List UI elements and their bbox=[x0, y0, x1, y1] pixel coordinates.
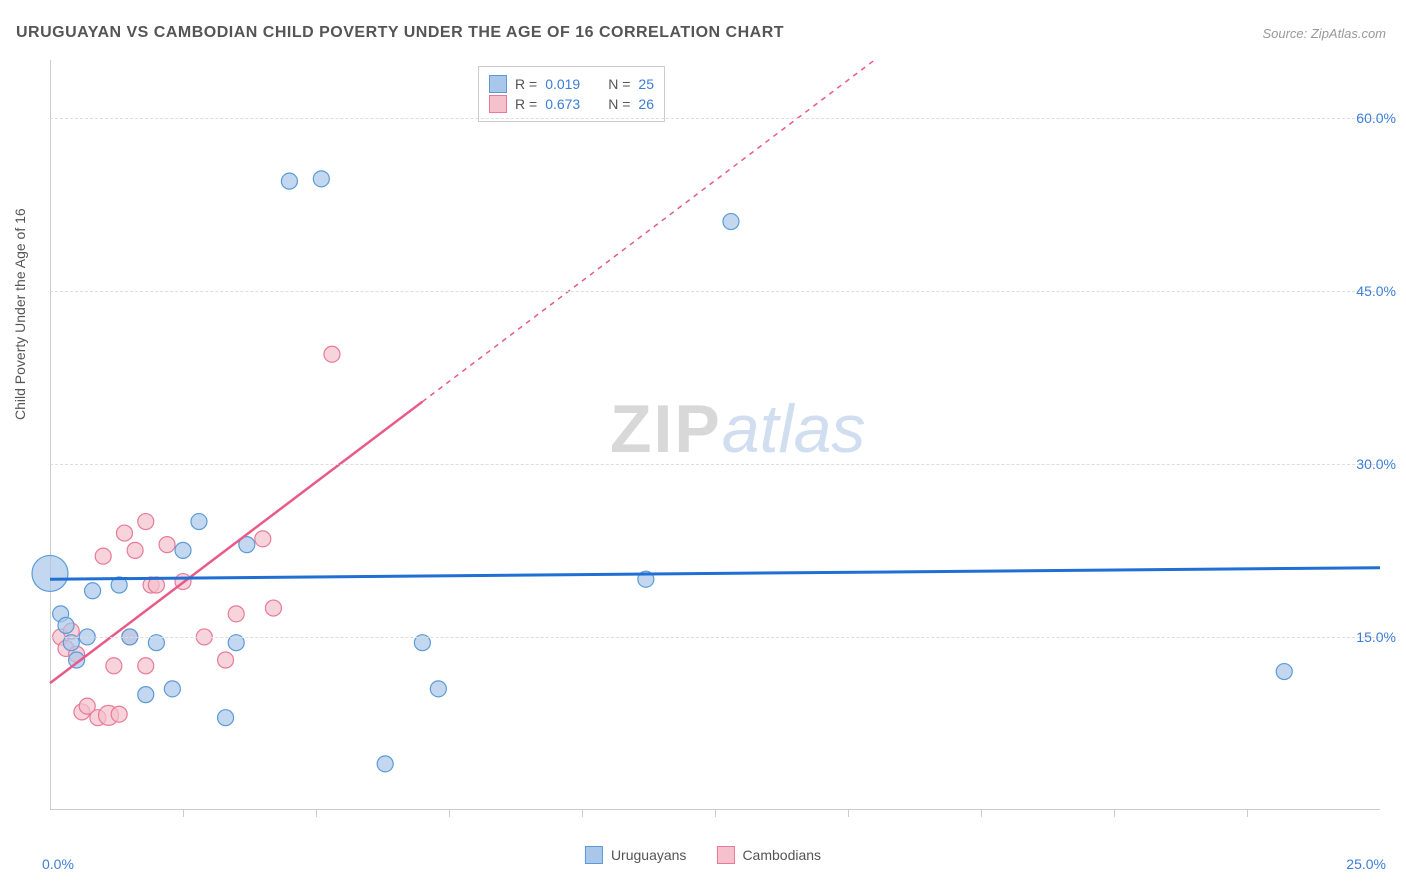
legend-item: Uruguayans bbox=[585, 846, 687, 864]
y-tick-label: 30.0% bbox=[1356, 456, 1396, 472]
scatter-point bbox=[255, 531, 271, 547]
scatter-point bbox=[127, 542, 143, 558]
scatter-point bbox=[175, 542, 191, 558]
x-tick-mark bbox=[316, 809, 317, 817]
scatter-point bbox=[723, 214, 739, 230]
scatter-point bbox=[138, 658, 154, 674]
legend-bottom: Uruguayans Cambodians bbox=[585, 846, 821, 864]
legend-swatch bbox=[585, 846, 603, 864]
scatter-point bbox=[218, 652, 234, 668]
x-tick-mark bbox=[1247, 809, 1248, 817]
x-tick-mark bbox=[981, 809, 982, 817]
x-tick-mark bbox=[848, 809, 849, 817]
legend-label: Uruguayans bbox=[611, 847, 687, 863]
x-tick-mark bbox=[1114, 809, 1115, 817]
chart-title: URUGUAYAN VS CAMBODIAN CHILD POVERTY UND… bbox=[16, 24, 784, 42]
scatter-point bbox=[228, 606, 244, 622]
n-value: 25 bbox=[638, 76, 654, 92]
chart-plot-area: R =0.019N =25R =0.673N =26 ZIPatlas bbox=[50, 60, 1380, 810]
scatter-point bbox=[138, 687, 154, 703]
scatter-point bbox=[95, 548, 111, 564]
r-label: R = bbox=[515, 76, 537, 92]
scatter-point bbox=[58, 617, 74, 633]
scatter-point bbox=[377, 756, 393, 772]
scatter-point bbox=[116, 525, 132, 541]
x-tick-min: 0.0% bbox=[42, 856, 74, 872]
r-value: 0.019 bbox=[545, 76, 580, 92]
source-label: Source: ZipAtlas.com bbox=[1262, 26, 1386, 41]
scatter-point bbox=[1276, 664, 1292, 680]
scatter-plot-svg bbox=[50, 60, 1380, 809]
scatter-point bbox=[32, 555, 68, 591]
y-tick-label: 45.0% bbox=[1356, 283, 1396, 299]
x-tick-mark bbox=[183, 809, 184, 817]
scatter-point bbox=[111, 706, 127, 722]
scatter-point bbox=[313, 171, 329, 187]
scatter-point bbox=[324, 346, 340, 362]
n-label: N = bbox=[608, 96, 630, 112]
grid-line bbox=[50, 464, 1380, 465]
y-tick-label: 60.0% bbox=[1356, 110, 1396, 126]
scatter-point bbox=[430, 681, 446, 697]
grid-line bbox=[50, 637, 1380, 638]
legend-stats-box: R = 0.019 N = 25 R = 0.673 N = 26 bbox=[478, 66, 665, 122]
n-value: 26 bbox=[638, 96, 654, 112]
r-value: 0.673 bbox=[545, 96, 580, 112]
scatter-point bbox=[85, 583, 101, 599]
scatter-point bbox=[159, 537, 175, 553]
legend-label: Cambodians bbox=[742, 847, 821, 863]
y-axis-label: Child Poverty Under the Age of 16 bbox=[12, 208, 28, 420]
grid-line bbox=[50, 118, 1380, 119]
grid-line bbox=[50, 291, 1380, 292]
legend-swatch bbox=[489, 95, 507, 113]
legend-swatch bbox=[489, 75, 507, 93]
x-tick-max: 25.0% bbox=[1346, 856, 1386, 872]
legend-item: Cambodians bbox=[716, 846, 821, 864]
scatter-point bbox=[164, 681, 180, 697]
x-tick-mark bbox=[582, 809, 583, 817]
y-tick-label: 15.0% bbox=[1356, 629, 1396, 645]
scatter-point bbox=[138, 514, 154, 530]
x-tick-mark bbox=[715, 809, 716, 817]
scatter-point bbox=[265, 600, 281, 616]
scatter-point bbox=[218, 710, 234, 726]
n-label: N = bbox=[608, 76, 630, 92]
legend-stat-row: R = 0.673 N = 26 bbox=[489, 95, 654, 113]
scatter-point bbox=[191, 514, 207, 530]
x-tick-mark bbox=[449, 809, 450, 817]
r-label: R = bbox=[515, 96, 537, 112]
scatter-point bbox=[281, 173, 297, 189]
legend-swatch bbox=[716, 846, 734, 864]
scatter-point bbox=[106, 658, 122, 674]
legend-stat-row: R = 0.019 N = 25 bbox=[489, 75, 654, 93]
